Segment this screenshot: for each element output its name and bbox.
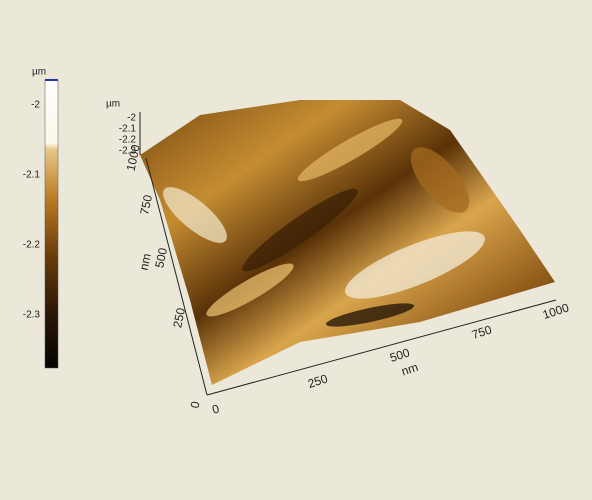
afm-figure: µm-2-2.1-2.2-2.3µm-2-2.1-2.2-2.302505007… bbox=[0, 0, 592, 500]
color-bar bbox=[45, 80, 58, 368]
color-bar-unit: µm bbox=[32, 67, 46, 78]
z-axis-unit: µm bbox=[106, 99, 120, 110]
z-axis-tick: -2.2 bbox=[119, 135, 137, 146]
color-bar-tick: -2.3 bbox=[23, 310, 41, 321]
color-bar-tick: -2.2 bbox=[23, 240, 41, 251]
color-bar-tick: -2 bbox=[31, 100, 40, 111]
z-axis-tick: -2 bbox=[127, 113, 136, 124]
color-bar-tick: -2.1 bbox=[23, 170, 41, 181]
z-axis-tick: -2.1 bbox=[119, 124, 137, 135]
